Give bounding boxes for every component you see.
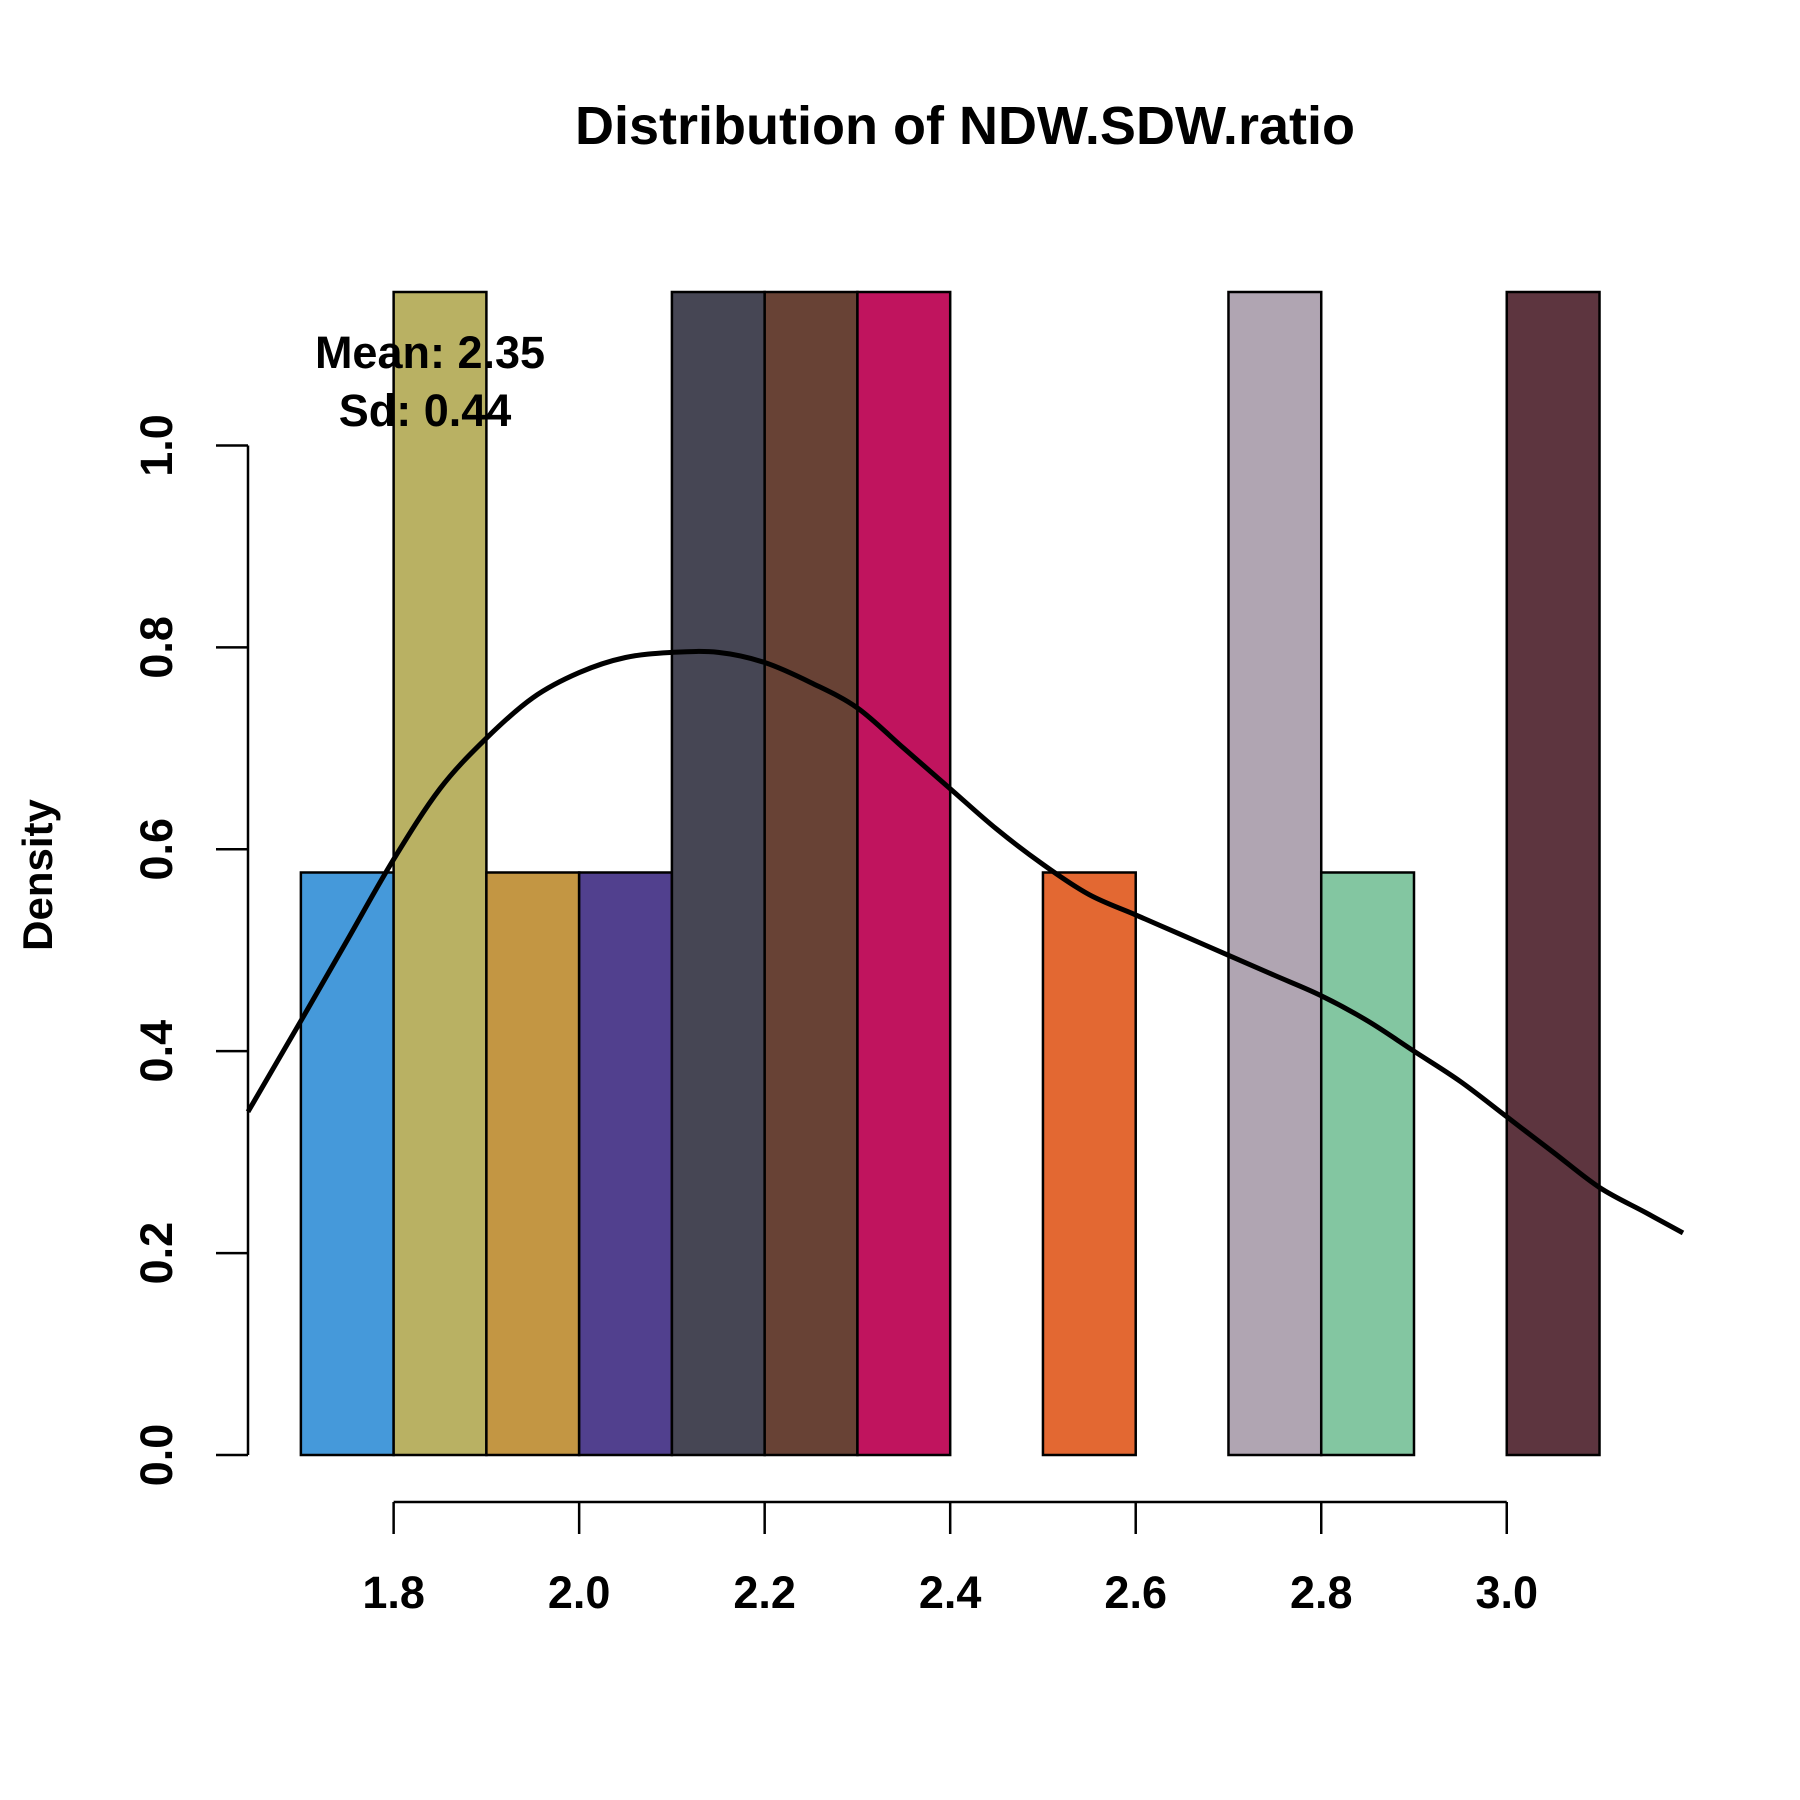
x-tick-label: 2.2 — [733, 1567, 796, 1618]
histogram-bar — [1041, 871, 1137, 1457]
y-tick-label: 0.8 — [131, 616, 182, 679]
density-curve-group — [245, 648, 1685, 1236]
histogram-bar — [485, 871, 581, 1457]
x-axis: 1.8 2.0 2.2 2.4 2.6 2.8 3.0 — [362, 1500, 1538, 1618]
histogram-bar — [299, 871, 395, 1457]
bars-group — [299, 290, 1601, 1457]
y-axis: 0.0 0.2 0.4 0.6 0.8 1.0 — [131, 414, 250, 1487]
y-axis-label: Density — [14, 799, 61, 951]
histogram-bar — [1319, 871, 1416, 1457]
y-tick-label: 0.0 — [131, 1424, 182, 1487]
density-curve — [245, 648, 1685, 1236]
x-tick-label: 3.0 — [1475, 1567, 1538, 1618]
histogram-bar — [577, 871, 674, 1457]
y-tick-label: 0.2 — [131, 1222, 182, 1285]
histogram-bar — [856, 290, 952, 1457]
x-tick-label: 2.4 — [919, 1567, 982, 1618]
histogram-bar — [392, 290, 488, 1457]
x-tick-label: 2.8 — [1290, 1567, 1353, 1618]
mean-annotation: Mean: 2.35 — [315, 327, 545, 378]
chart-title: Distribution of NDW.SDW.ratio — [575, 96, 1355, 156]
histogram-bar — [1505, 290, 1601, 1457]
y-tick-label: 0.6 — [131, 818, 182, 881]
x-tick-label: 2.0 — [548, 1567, 611, 1618]
y-tick-label: 0.4 — [131, 1020, 182, 1083]
histogram-bar — [1227, 290, 1323, 1457]
x-tick-label: 2.6 — [1104, 1567, 1167, 1618]
histogram-bar — [763, 290, 859, 1457]
histogram-bar — [670, 290, 766, 1457]
x-tick-label: 1.8 — [362, 1567, 425, 1618]
sd-annotation: Sd: 0.44 — [339, 385, 512, 436]
y-tick-label: 1.0 — [131, 414, 182, 477]
